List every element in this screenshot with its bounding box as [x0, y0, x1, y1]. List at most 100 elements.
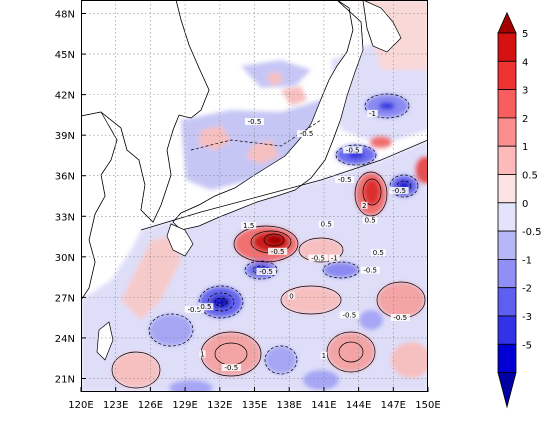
contour-label: -0.5: [393, 314, 407, 322]
contour-label-bg: [256, 268, 276, 276]
colorbar-label: 0.5: [522, 171, 538, 182]
colorbar-labels: 5 4 3 2 1 0.5 0 -0.5 -1 -2 -3 -5: [522, 29, 542, 351]
colorbar-label: 5: [522, 29, 528, 40]
colorbar-box: [497, 202, 517, 232]
contour-label: 0.5: [365, 217, 376, 225]
contour-label-bg: [360, 266, 380, 274]
colorbar-label: -1: [522, 255, 532, 266]
contour-label-bg: [339, 311, 359, 319]
contour-label-bg: [335, 176, 355, 184]
y-axis-ticks: 21N 24N 27N 30N 33N 36N 39N 42N 45N 48N: [55, 10, 86, 385]
colorbar: 5 4 3 2 1 0.5 0 -0.5 -1 -2 -3 -5: [497, 11, 542, 409]
x-tick-label: 132E: [207, 400, 232, 411]
x-tick-label: 120E: [68, 400, 93, 411]
colorbar-box: [497, 372, 517, 409]
colorbar-boxes: [497, 11, 517, 409]
grid-lines: [81, 0, 428, 392]
contour-label: -0.5: [225, 364, 239, 372]
x-tick-label: 129E: [172, 400, 197, 411]
colorbar-box: [497, 258, 517, 289]
y-tick-label: 36N: [55, 172, 75, 183]
x-tick-label: 126E: [138, 400, 163, 411]
colorbar-box: [497, 287, 517, 317]
colorbar-box: [497, 145, 517, 175]
contour-label: 1: [322, 352, 326, 360]
contour-label: -0.5: [311, 255, 325, 263]
y-tick-label: 33N: [55, 212, 75, 223]
y-tick-label: 27N: [55, 293, 75, 304]
y-tick-label: 48N: [55, 10, 75, 21]
contour-label-bg: [296, 130, 317, 138]
contour-label-bg: [221, 364, 241, 372]
x-tick-label: 135E: [242, 400, 267, 411]
contour-label-bg: [370, 249, 386, 257]
x-tick-label: 147E: [381, 400, 406, 411]
contour-label: -0.5: [363, 267, 377, 275]
x-tick-label: 144E: [346, 400, 371, 411]
colorbar-box: [497, 230, 517, 260]
contour-label-bg: [308, 254, 328, 262]
contour-label: -0.5: [343, 311, 357, 319]
contour-label-bg: [362, 216, 378, 224]
contour-label-bg: [389, 186, 409, 194]
x-tick-label: 141E: [311, 400, 336, 411]
colorbar-label: 4: [522, 57, 528, 68]
y-tick-label: 30N: [55, 253, 75, 264]
contour-label-bg: [184, 305, 204, 313]
contour-label: -0.5: [338, 176, 352, 184]
contour-label-bg: [367, 109, 378, 117]
contour-label: 0.5: [200, 303, 211, 311]
colorbar-label: 1: [522, 142, 528, 153]
x-tick-label: 138E: [276, 400, 301, 411]
contour-label-bg: [320, 351, 328, 359]
y-tick-label: 42N: [55, 91, 75, 102]
contour-label: -1: [331, 255, 338, 263]
colorbar-box: [497, 11, 517, 34]
contour-label: 0.5: [321, 221, 332, 229]
contour-label-bg: [390, 314, 410, 322]
contour-label: 2: [362, 202, 366, 210]
contour-label: -0.5: [248, 118, 262, 126]
contour-label: -0.5: [271, 248, 285, 256]
x-axis-ticks: 120E 123E 126E 129E 132E 135E 138E 141E 144E 147E…: [68, 387, 441, 411]
contour-label-bg: [288, 292, 295, 300]
colorbar-box: [497, 89, 517, 119]
colorbar-label: 3: [522, 86, 528, 97]
contour-label: -1: [369, 110, 376, 118]
y-tick-label: 39N: [55, 131, 75, 142]
x-tick-label: 150E: [415, 400, 440, 411]
y-tick-label: 21N: [55, 374, 75, 385]
colorbar-box: [497, 60, 517, 90]
contour-label: -0.5: [300, 130, 314, 138]
colorbar-label: -2: [522, 284, 532, 295]
contour-label-bg: [329, 254, 340, 262]
y-tick-label: 24N: [55, 334, 75, 345]
colorbar-label: 0: [522, 199, 528, 210]
contour-label-bg: [244, 118, 265, 126]
colorbar-box: [497, 315, 517, 345]
x-tick-label: 123E: [103, 400, 128, 411]
colorbar-box: [497, 174, 517, 204]
contour-label: 0.5: [373, 249, 384, 257]
colorbar-box: [497, 32, 517, 62]
map-panel: -0.5 -1 -0.5 -0.5 -0.5 -0.5 -0.5 -1 -0.5 1.5 2 0.5 0…: [81, 0, 428, 392]
contour-label-bg: [318, 220, 334, 228]
y-tick-label: 45N: [55, 50, 75, 61]
contour-label: -0.5: [392, 187, 406, 195]
contour-label-bg: [343, 146, 363, 154]
contour-lines: [111, 93, 428, 389]
colorbar-label: 2: [522, 114, 528, 125]
colorbar-label: -5: [522, 340, 532, 351]
contour-label: -0.5: [259, 268, 273, 276]
contour-label: -0.5: [346, 146, 360, 154]
contour-label: -0.5: [188, 306, 202, 314]
contour-label-bg: [268, 247, 288, 255]
contour-label: 0: [289, 292, 293, 300]
contour-label-bg: [199, 350, 206, 358]
colorbar-box: [497, 343, 517, 373]
colorbar-label: -0.5: [522, 227, 542, 238]
contour-label-bg: [361, 201, 368, 209]
contour-label: 1.5: [243, 222, 254, 230]
colorbar-box: [497, 117, 517, 147]
